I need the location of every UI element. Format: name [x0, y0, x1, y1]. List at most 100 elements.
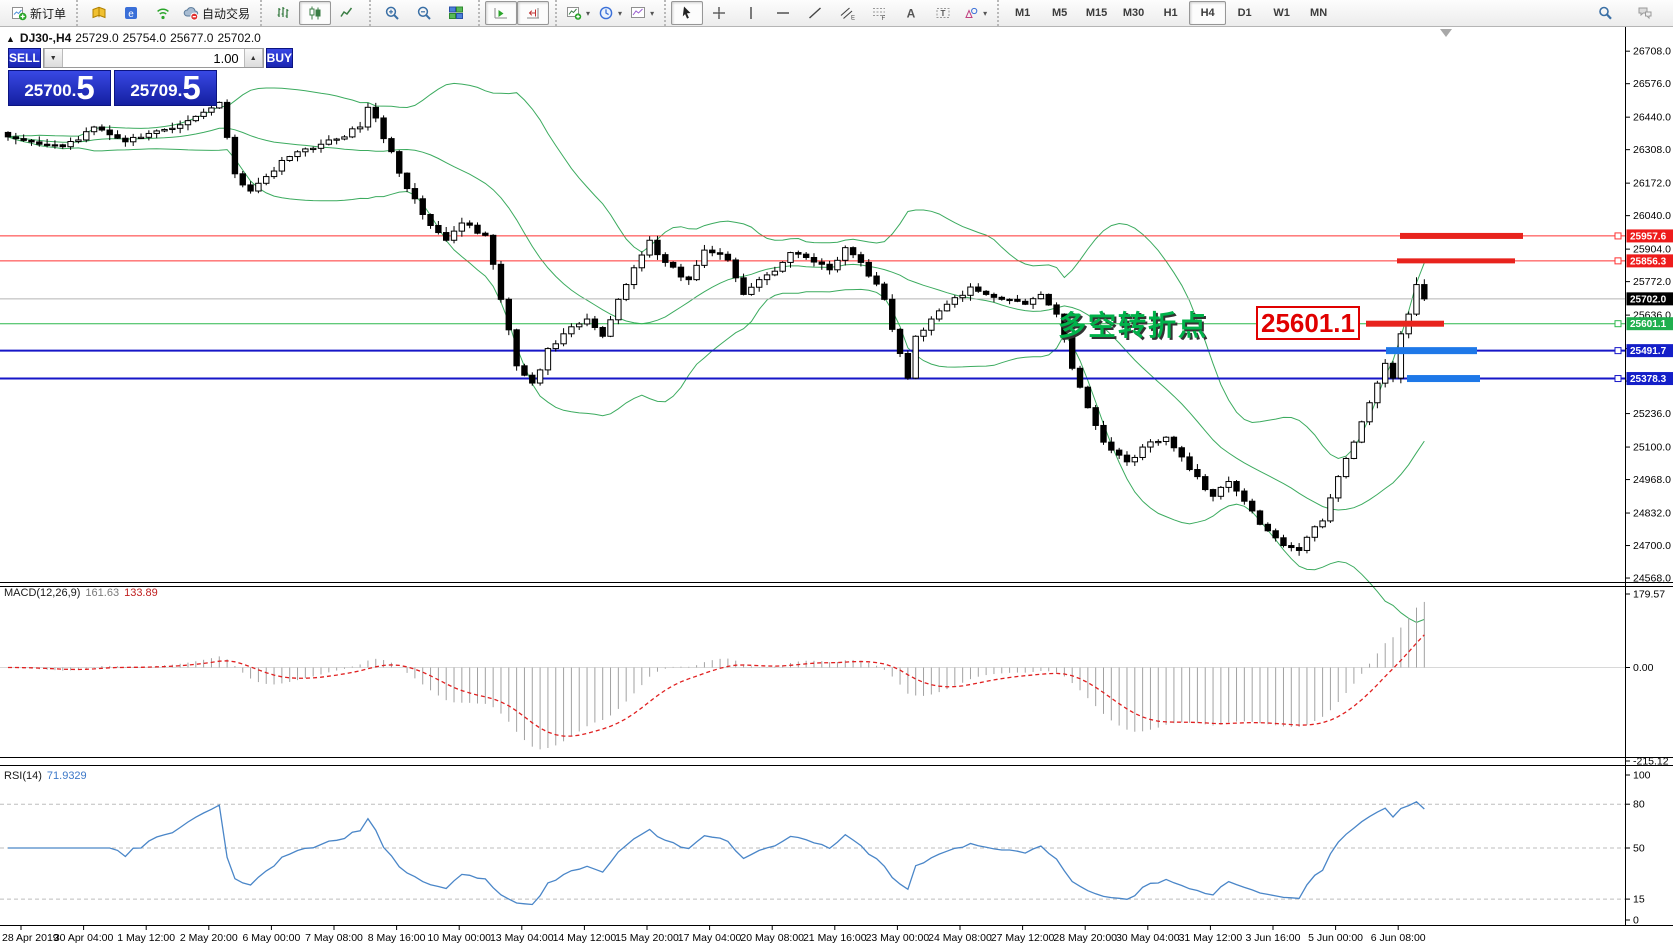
macd-signal-value: 133.89: [124, 587, 158, 599]
sell-price-frac: 5: [76, 69, 95, 106]
timeframe-H4-button[interactable]: H4: [1189, 1, 1227, 25]
svg-text:15 May 20:00: 15 May 20:00: [615, 932, 679, 944]
sell-price-button[interactable]: 25700. 5: [8, 70, 111, 106]
price-axis: 26708.0 26576.0 26440.0 26308.0 26172.0 26040…: [1625, 46, 1673, 585]
dropdown-arrow-icon[interactable]: ▾: [586, 8, 591, 18]
shapes-button[interactable]: ▾: [959, 1, 991, 25]
buy-price-button[interactable]: 25709. 5: [114, 70, 217, 106]
fibo-button[interactable]: F: [863, 1, 895, 25]
toolbar-group-scroll: [478, 0, 552, 26]
volume-input[interactable]: [62, 49, 244, 67]
new-order-button[interactable]: 新订单: [7, 1, 70, 25]
dropdown-arrow-icon[interactable]: ▾: [650, 8, 655, 18]
bars-button[interactable]: [267, 1, 299, 25]
new-chart-button[interactable]: ▾: [562, 1, 594, 25]
macd-name: MACD(12,26,9): [4, 587, 81, 599]
autoscroll-button[interactable]: [485, 1, 518, 25]
svg-text:50: 50: [1633, 843, 1645, 855]
svg-text:15: 15: [1633, 894, 1645, 906]
templates-button[interactable]: ▾: [626, 1, 658, 25]
svg-text:8 May 16:00: 8 May 16:00: [368, 932, 426, 944]
dropdown-arrow-icon[interactable]: ▾: [618, 8, 623, 18]
signals-button[interactable]: [147, 1, 179, 25]
pivot-price-annotation[interactable]: 25601.1: [1256, 306, 1360, 340]
timeframe-MN-button[interactable]: MN: [1310, 7, 1328, 19]
svg-text:T: T: [941, 9, 946, 18]
text-button[interactable]: A: [895, 1, 927, 25]
drawn-segments[interactable]: [1366, 232, 1622, 383]
collapse-arrow-icon[interactable]: ▲: [6, 34, 15, 44]
crosshair-button[interactable]: [703, 1, 735, 25]
chart-shift-button[interactable]: [517, 1, 550, 25]
rsi-value: 71.9329: [46, 770, 87, 782]
timeframe-M15-button[interactable]: M15: [1085, 7, 1108, 19]
svg-text:A: A: [907, 7, 916, 21]
svg-text:24568.0: 24568.0: [1633, 573, 1671, 585]
svg-text:25957.6: 25957.6: [1630, 231, 1667, 242]
timeframe-M1-button[interactable]: M1: [1014, 7, 1031, 19]
svg-text:6 May 00:00: 6 May 00:00: [243, 932, 301, 944]
metaeditor-button[interactable]: e: [115, 1, 147, 25]
svg-text:26440.0: 26440.0: [1633, 112, 1671, 124]
autotrade-button[interactable]: 自动交易: [179, 1, 254, 25]
svg-text:21 May 16:00: 21 May 16:00: [803, 932, 867, 944]
svg-text:1 May 12:00: 1 May 12:00: [117, 932, 175, 944]
svg-text:25100.0: 25100.0: [1633, 442, 1671, 454]
zoom-in-button[interactable]: [376, 1, 408, 25]
community-button[interactable]: [1629, 1, 1661, 25]
svg-text:23 May 00:00: 23 May 00:00: [866, 932, 930, 944]
svg-text:24968.0: 24968.0: [1633, 474, 1671, 486]
vline-button[interactable]: [735, 1, 767, 25]
label-button[interactable]: T: [927, 1, 959, 25]
crosshair-icon: [711, 5, 727, 21]
candles-button[interactable]: [299, 1, 332, 25]
timeframe-H1-button[interactable]: H1: [1163, 7, 1178, 19]
ohlc-open: 25729.0: [75, 31, 119, 45]
svg-text:25236.0: 25236.0: [1633, 408, 1671, 420]
svg-text:E: E: [851, 16, 855, 22]
rsi-name: RSI(14): [4, 770, 42, 782]
candlesticks: [4, 99, 1428, 556]
timeframe-W1-button[interactable]: W1: [1273, 7, 1290, 19]
symbol-name: DJ30-,H4: [19, 31, 72, 45]
svg-text:e: e: [128, 9, 134, 20]
timeframe-M5-button[interactable]: M5: [1051, 7, 1068, 19]
svg-text:28 Apr 2019: 28 Apr 2019: [2, 932, 59, 944]
macd-panel: 179.57 0.00 -215.12: [0, 589, 1669, 768]
svg-text:26576.0: 26576.0: [1633, 78, 1671, 90]
timeframe-M30-button[interactable]: M30: [1122, 7, 1145, 19]
macd-indicator-label: MACD(12,26,9) 161.63 133.89: [4, 587, 158, 599]
buy-button[interactable]: BUY: [265, 48, 294, 68]
hline-button[interactable]: [767, 1, 799, 25]
rsi-indicator-label: RSI(14) 71.9329: [4, 770, 87, 782]
autotrade-icon: [183, 5, 199, 21]
cursor-button[interactable]: [671, 1, 704, 25]
timeframe-D1-button[interactable]: D1: [1237, 7, 1252, 19]
svg-text:2 May 20:00: 2 May 20:00: [180, 932, 238, 944]
fibo-icon: F: [871, 5, 887, 21]
mql5-button[interactable]: [83, 1, 115, 25]
volume-increase-icon[interactable]: ▲: [243, 49, 263, 67]
sell-button[interactable]: SELL: [8, 48, 41, 68]
pivot-text-annotation[interactable]: 多空转折点: [1058, 310, 1209, 341]
dropdown-arrow-icon[interactable]: ▾: [983, 8, 988, 18]
svg-text:30 May 04:00: 30 May 04:00: [1116, 932, 1180, 944]
tile-windows-button[interactable]: [440, 1, 472, 25]
svg-text:24700.0: 24700.0: [1633, 540, 1671, 552]
mql5-icon: [91, 5, 107, 21]
zoom-out-button[interactable]: [408, 1, 440, 25]
main-toolbar: 新订单 e 自动交易 ▾ ▾ ▾ E F A T ▾ M1 M5 M15 M30 H1 H4 D1 W1 MN: [0, 0, 1673, 27]
svg-text:24832.0: 24832.0: [1633, 508, 1671, 520]
channel-button[interactable]: E: [831, 1, 863, 25]
line-button[interactable]: [331, 1, 363, 25]
horizontal-levels[interactable]: [0, 235, 1625, 380]
volume-decrease-icon[interactable]: ▼: [43, 49, 63, 67]
toolbar-group-objects: ▾ ▾ ▾: [555, 0, 661, 26]
svg-text:25856.3: 25856.3: [1630, 256, 1667, 267]
profiles-button[interactable]: ▾: [594, 1, 626, 25]
search-button[interactable]: [1589, 1, 1621, 25]
trendline-button[interactable]: [799, 1, 831, 25]
sell-price-main: 25700: [24, 81, 72, 100]
